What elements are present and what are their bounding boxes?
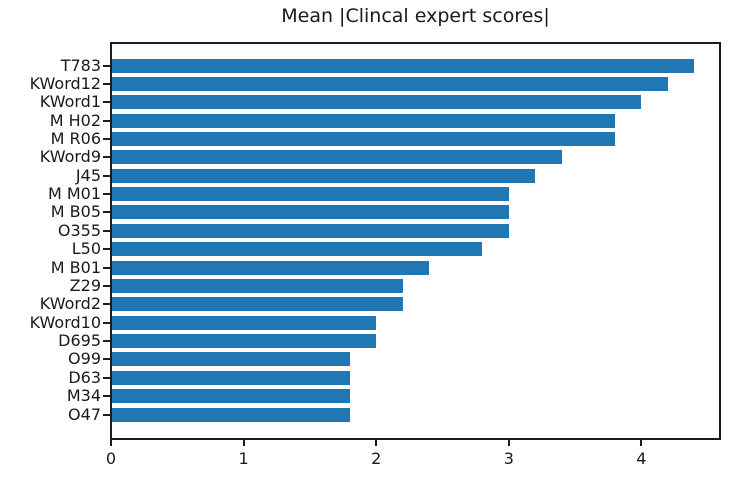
x-tick-label: 1 — [238, 449, 249, 468]
y-tick-mark — [103, 174, 111, 177]
y-tick-mark — [103, 284, 111, 287]
y-tick-mark — [103, 211, 111, 214]
x-tick-label: 0 — [105, 449, 117, 468]
y-tick-label: KWord2 — [39, 294, 101, 314]
y-tick-mark — [103, 156, 111, 159]
y-tick-mark — [103, 248, 111, 251]
y-tick-label: M H02 — [49, 110, 101, 130]
y-tick-mark — [103, 340, 111, 343]
y-tick-label: T783 — [60, 55, 101, 75]
y-tick-label: J45 — [75, 165, 101, 185]
y-tick-label: D695 — [58, 331, 101, 351]
x-tick-mark — [640, 440, 643, 446]
y-tick-mark — [103, 266, 111, 269]
bar-O47 — [111, 407, 350, 422]
bar-M B05 — [111, 205, 509, 220]
y-tick-label: KWord10 — [29, 312, 101, 332]
bar-M M01 — [111, 187, 509, 202]
y-tick-label: M R06 — [50, 128, 101, 148]
bar-O355 — [111, 223, 509, 238]
y-tick-mark — [103, 119, 111, 122]
bar-O99 — [111, 352, 350, 367]
bar-KWord12 — [111, 76, 668, 91]
y-tick-mark — [103, 395, 111, 398]
bar-KWord9 — [111, 150, 562, 165]
bar-D695 — [111, 334, 377, 349]
y-tick-mark — [103, 376, 111, 379]
bar-KWord2 — [111, 297, 403, 312]
y-tick-label: Z29 — [69, 275, 101, 295]
bar-L50 — [111, 242, 483, 257]
y-tick-label: D63 — [68, 367, 101, 387]
x-tick-mark — [375, 440, 378, 446]
bar-J45 — [111, 168, 536, 183]
y-tick-mark — [103, 321, 111, 324]
bar-KWord10 — [111, 315, 377, 330]
y-tick-label: KWord1 — [39, 92, 101, 112]
bar-M H02 — [111, 113, 615, 128]
y-tick-label: KWord9 — [39, 147, 101, 167]
x-tick-mark — [110, 440, 112, 446]
y-tick-mark — [103, 229, 111, 232]
x-tick-label: 3 — [503, 449, 514, 468]
x-tick-mark — [242, 440, 245, 446]
y-tick-label: O355 — [57, 220, 101, 240]
y-tick-label: M M01 — [47, 184, 101, 204]
y-tick-mark — [103, 101, 111, 104]
bar-M B01 — [111, 260, 430, 275]
y-tick-mark — [103, 193, 111, 196]
y-tick-label: M34 — [66, 386, 101, 406]
y-tick-label: M B01 — [50, 257, 101, 277]
x-tick-label: 2 — [371, 449, 382, 468]
bar-D63 — [111, 370, 350, 385]
y-tick-mark — [103, 82, 111, 85]
bar-M R06 — [111, 131, 615, 146]
y-tick-label: KWord12 — [29, 73, 101, 93]
chart-title: Mean |Clincal expert scores| — [281, 5, 550, 27]
y-tick-mark — [103, 64, 111, 67]
y-tick-mark — [103, 413, 111, 416]
y-tick-mark — [103, 137, 111, 140]
y-tick-label: L50 — [71, 239, 101, 259]
bar-M34 — [111, 389, 350, 404]
y-tick-label: O47 — [68, 404, 101, 424]
x-tick-mark — [507, 440, 510, 446]
x-tick-label: 4 — [636, 449, 647, 468]
bar-T783 — [111, 58, 695, 73]
y-tick-label: M B05 — [50, 202, 101, 222]
bar-Z29 — [111, 278, 403, 293]
y-tick-mark — [103, 358, 111, 361]
y-tick-mark — [103, 303, 111, 306]
bar-KWord1 — [111, 95, 642, 110]
y-tick-label: O99 — [68, 349, 101, 369]
